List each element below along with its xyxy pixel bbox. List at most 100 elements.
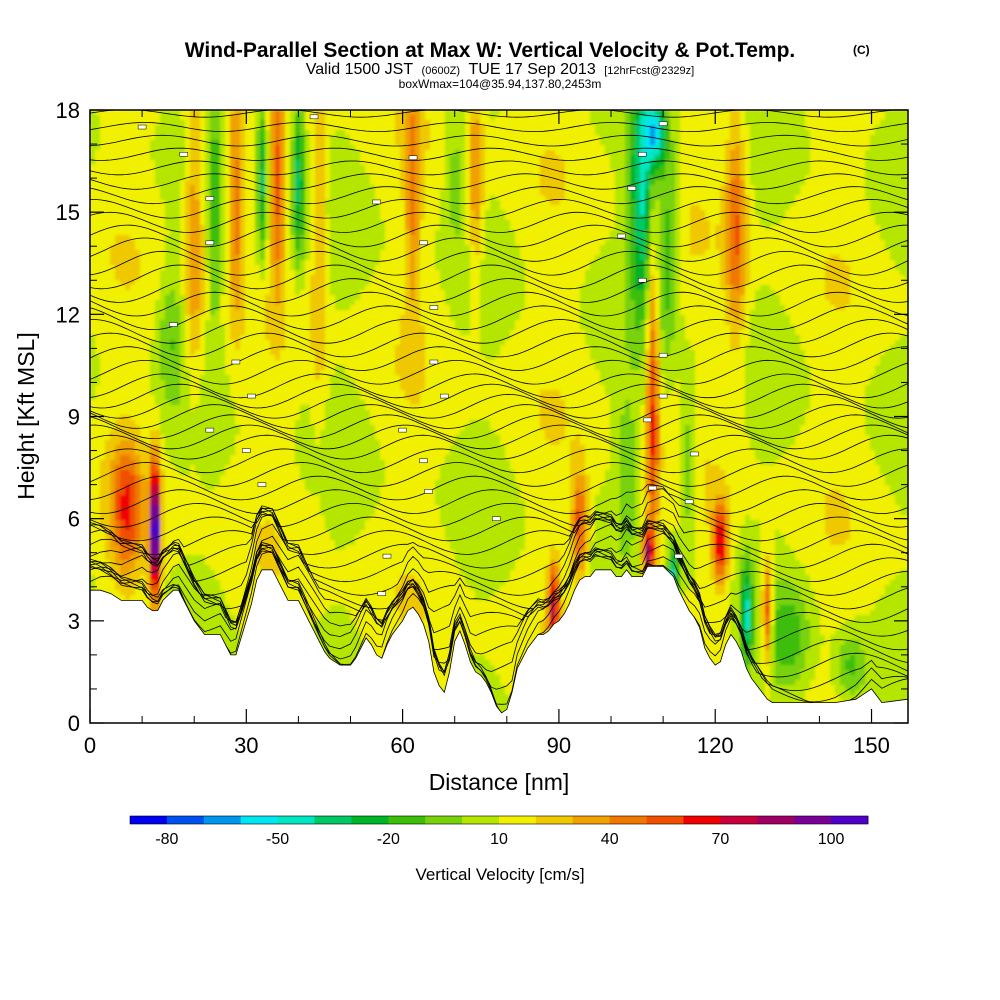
- colorbar-swatch: [794, 816, 832, 824]
- isentrope: [90, 507, 908, 555]
- contour-label-marker: [638, 278, 647, 283]
- y-tick-label: 12: [56, 302, 80, 327]
- x-tick-label: 60: [390, 733, 414, 758]
- contour-label-marker: [684, 499, 694, 504]
- isentrope: [90, 404, 908, 429]
- contour-labels: [137, 114, 699, 596]
- valid-utc: (0600Z): [422, 65, 461, 77]
- contour-label-marker: [179, 152, 189, 157]
- isentrope: [90, 359, 908, 385]
- contour-label-marker: [424, 489, 433, 494]
- contour-label-marker: [205, 427, 215, 433]
- contour-label-marker: [231, 359, 241, 365]
- isentrope: [90, 173, 908, 190]
- contour-label-marker: [247, 393, 256, 399]
- isentrope: [90, 305, 908, 331]
- contour-label-marker: [372, 199, 381, 205]
- contour-label-marker: [617, 233, 626, 239]
- colorbar-tick-label: -20: [377, 831, 400, 848]
- colorbar-swatch: [277, 816, 315, 824]
- contour-label-marker: [429, 305, 439, 310]
- contour-label-marker: [429, 359, 439, 365]
- colorbar-swatch: [535, 816, 574, 824]
- contour-label-marker: [627, 186, 637, 191]
- isentrope: [90, 544, 908, 705]
- chart-title: Wind-Parallel Section at Max W: Vertical…: [185, 39, 796, 62]
- contour-label-marker: [377, 591, 387, 596]
- copyright-mark: (C): [853, 43, 870, 57]
- isentrope: [90, 519, 908, 623]
- y-tick-label: 6: [68, 507, 80, 532]
- isentrope: [90, 542, 908, 691]
- isentrope: [90, 122, 908, 133]
- contour-label-marker: [690, 451, 699, 457]
- contour-label-marker: [205, 196, 215, 201]
- isentrope: [90, 147, 908, 161]
- box-info: boxWmax=104@35.94,137.80,2453m: [399, 77, 602, 91]
- colorbar-swatch: [203, 816, 242, 824]
- colorbar-tick-label: -80: [155, 831, 178, 848]
- terrain: [90, 565, 908, 723]
- contour-label-marker: [658, 352, 668, 358]
- colorbar-swatch: [314, 816, 352, 824]
- axes: 0 30 60 90 120 150 0 3 6 9 12 15 18: [56, 98, 908, 758]
- forecast-info: [12hrFcst@2329z]: [604, 65, 694, 77]
- isentrope: [90, 434, 908, 460]
- isentrope: [90, 516, 908, 610]
- colorbar-swatch: [462, 816, 500, 824]
- contour-label-marker: [419, 458, 428, 464]
- contour-label-marker: [408, 155, 418, 160]
- isentrope: [90, 373, 908, 399]
- contour-label-marker: [398, 427, 407, 433]
- isentrope: [90, 462, 908, 487]
- isentrope: [90, 237, 908, 262]
- isentrope: [90, 383, 908, 409]
- isentrope: [90, 393, 908, 419]
- colorbar-tick-label: 70: [712, 831, 730, 848]
- isentrope: [90, 278, 908, 303]
- contour-label-marker: [137, 124, 147, 130]
- valid-time-line: Valid 1500 JST (0600Z) TUE 17 Sep 2013 […: [306, 61, 694, 78]
- isentrope: [90, 448, 908, 474]
- isentrope: [90, 291, 908, 317]
- colorbar-swatch: [166, 816, 205, 824]
- isentrope: [90, 484, 908, 515]
- isentrope: [90, 318, 908, 344]
- isentrope: [90, 186, 908, 205]
- colorbar-swatch: [240, 816, 278, 824]
- contour-label-marker: [205, 240, 215, 246]
- isentrope: [90, 508, 908, 583]
- isentrope: [90, 475, 908, 501]
- colorbar-swatch: [388, 816, 426, 824]
- colorbar-frame: [129, 815, 869, 825]
- colorbar-tick-label: 100: [818, 831, 845, 848]
- y-tick-label: 0: [68, 711, 80, 736]
- isentrope: [90, 488, 908, 528]
- isentrope: [90, 250, 908, 276]
- x-tick-label: 0: [84, 733, 96, 758]
- x-tick-label: 120: [697, 733, 734, 758]
- isentrope: [90, 512, 908, 596]
- isentrope: [90, 198, 908, 219]
- colorbar-swatch: [130, 816, 168, 824]
- contour-label-marker: [643, 417, 652, 423]
- x-tick-label: 150: [853, 733, 890, 758]
- colorbar-swatch: [683, 816, 721, 824]
- x-tick-label: 30: [234, 733, 258, 758]
- colorbar-swatch: [425, 816, 463, 824]
- colorbar-swatch: [646, 816, 684, 824]
- contour-label-marker: [648, 485, 657, 491]
- plot-area: [90, 110, 908, 723]
- contour-label-marker: [674, 553, 684, 559]
- y-tick-label: 3: [68, 609, 80, 634]
- isentrope: [90, 543, 908, 678]
- colorbar-tick-label: -50: [266, 831, 289, 848]
- colorbar-swatch: [499, 816, 537, 824]
- colorbar-swatch: [572, 816, 611, 824]
- contour-label-marker: [658, 393, 668, 399]
- colorbar-tick-label: 10: [490, 831, 508, 848]
- contour-label-marker: [658, 121, 668, 126]
- contour-label-marker: [440, 393, 449, 399]
- potential-temperature-contours: [90, 110, 908, 714]
- colorbar-swatch: [609, 816, 647, 824]
